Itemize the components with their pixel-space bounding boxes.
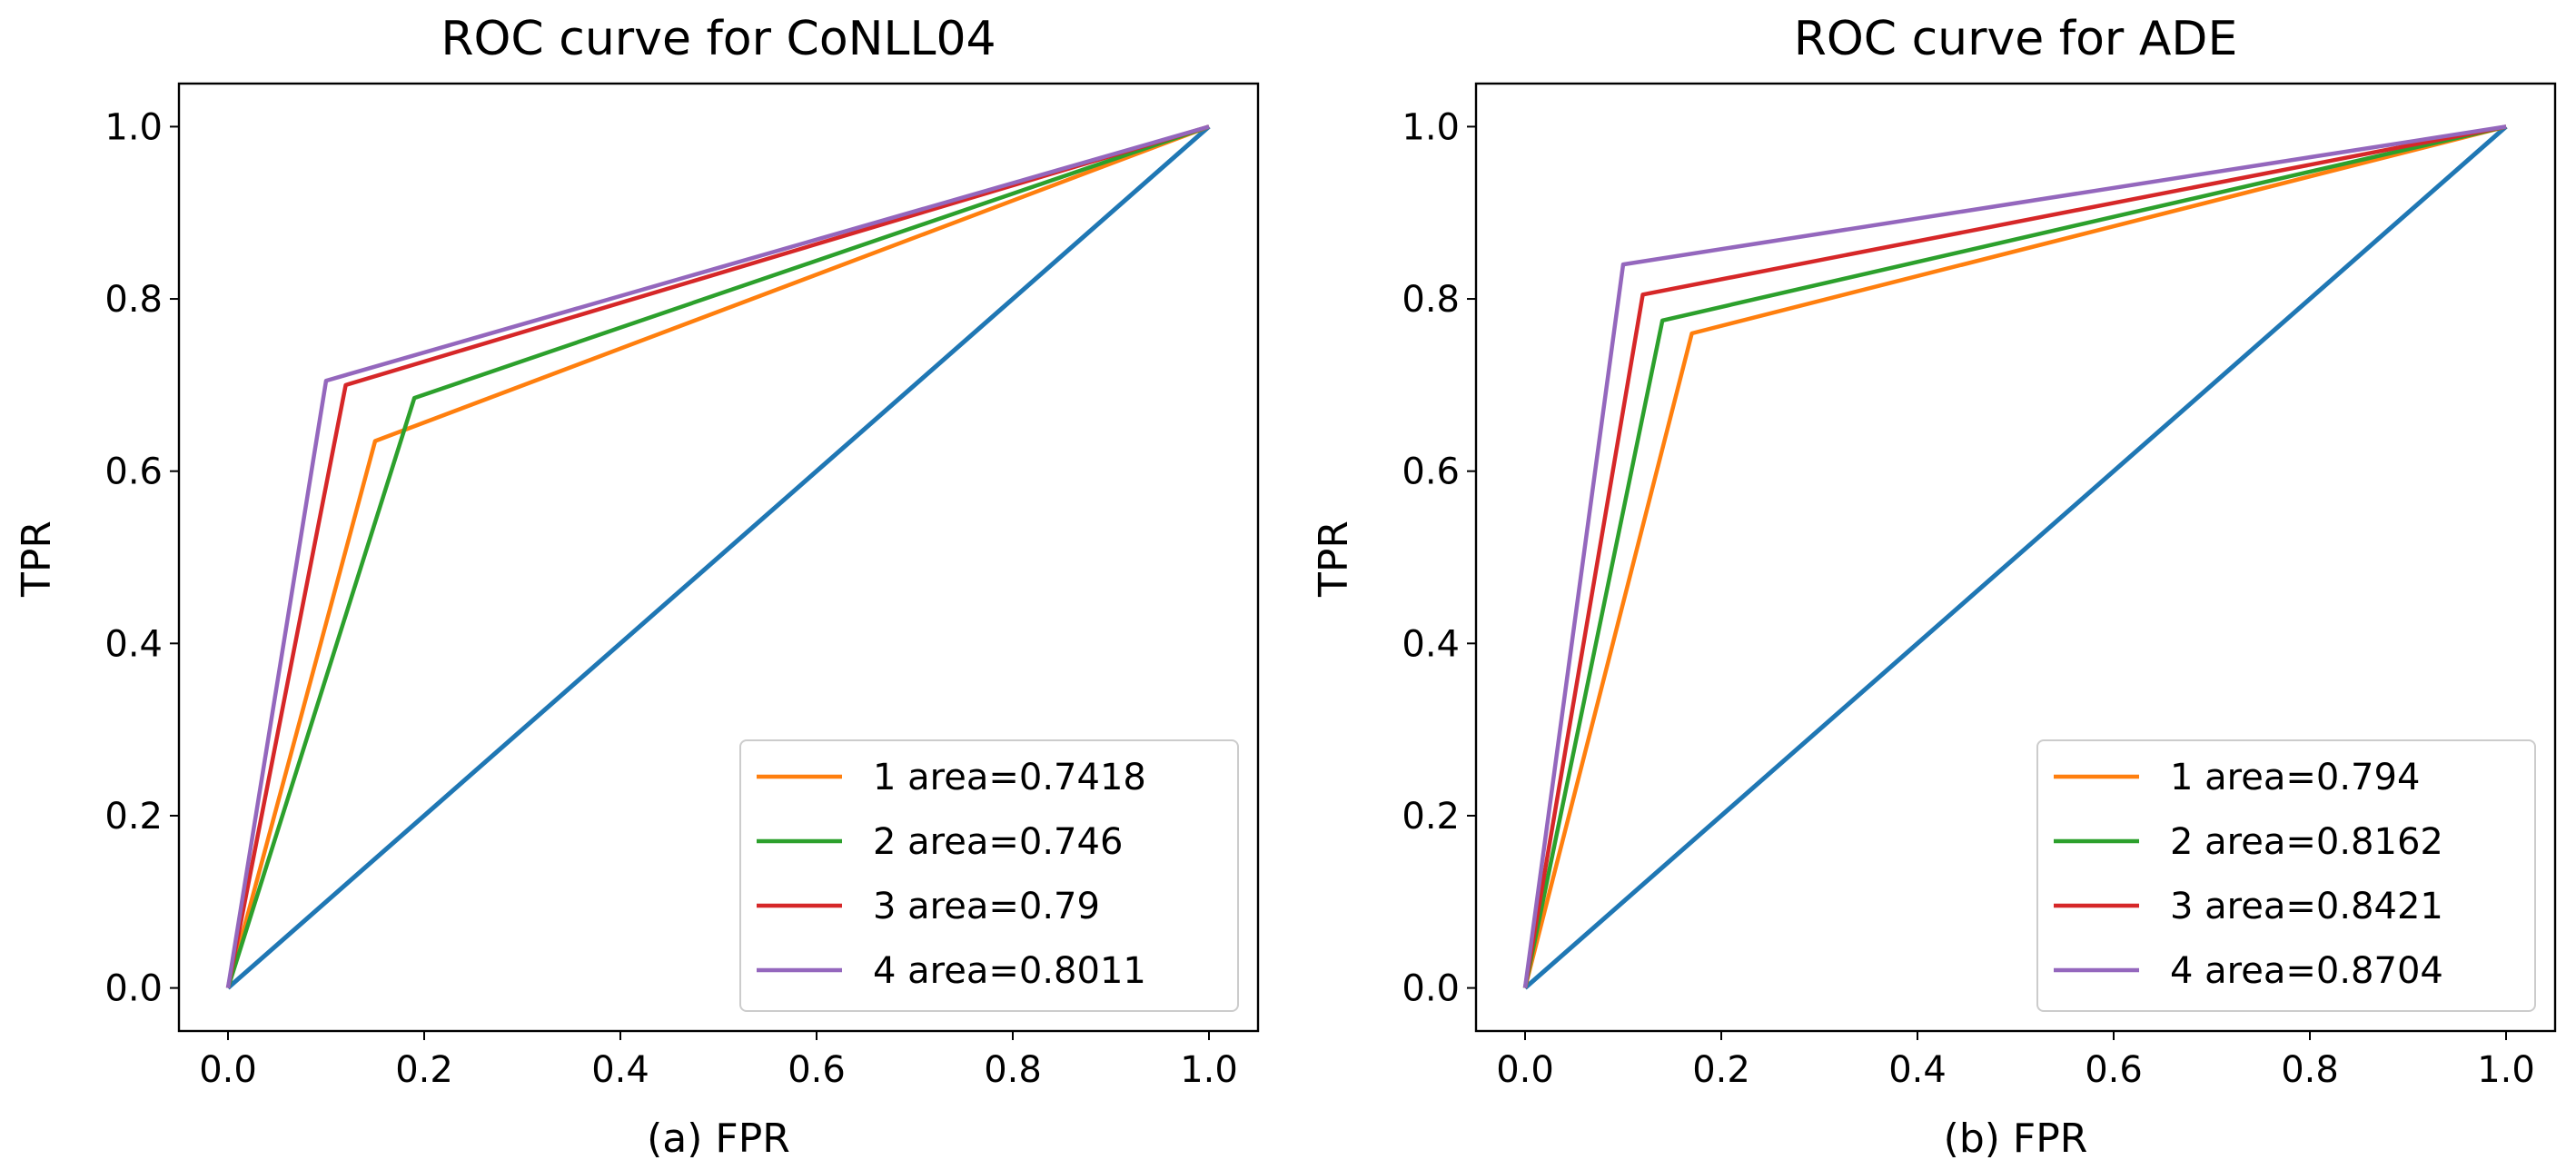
y-tick-label: 1.0 [104,106,163,148]
x-tick-label: 1.0 [1180,1049,1238,1091]
x-tick-label: 1.0 [2477,1049,2535,1091]
x-axis-label: (a) FPR [647,1115,790,1162]
x-tick-label: 0.0 [199,1049,257,1091]
y-tick-label: 1.0 [1402,106,1460,148]
y-tick-label: 0.6 [104,451,163,493]
y-tick-label: 0.8 [104,279,163,321]
series-line-1 [225,124,1210,989]
y-axis-label: TPR [14,521,60,598]
legend-label: 4 area=0.8011 [873,950,1146,992]
legend-label: 1 area=0.794 [2170,757,2420,798]
plot-frame [1474,82,2557,1033]
x-tick-label: 0.6 [2085,1049,2143,1091]
x-tick-label: 0.6 [788,1049,846,1091]
series-line-4 [225,124,1210,988]
y-tick-label: 0.4 [1402,623,1460,665]
legend-label: 4 area=0.8704 [2170,950,2443,992]
x-tick-label: 0.0 [1496,1049,1554,1091]
legend-box [2036,739,2536,1012]
chart-title: ROC curve for CoNLL04 [441,12,996,66]
series-line-0 [1523,124,2508,990]
legend-label: 2 area=0.8162 [2170,821,2443,863]
y-tick-label: 0.8 [1402,279,1460,321]
x-tick-label: 0.2 [1692,1049,1750,1091]
series-line-2 [1522,124,2507,989]
x-tick-label: 0.4 [591,1049,649,1091]
x-tick-label: 0.8 [2281,1049,2339,1091]
y-axis-label: TPR [1311,521,1357,598]
y-tick-label: 0.0 [104,968,163,1010]
chart-title: ROC curve for ADE [1794,12,2238,66]
series-lines [1522,124,2508,990]
x-tick-label: 0.2 [395,1049,453,1091]
series-line-3 [1522,124,2507,988]
axis-ticks: 0.0 0.2 0.4 0.6 0.8 1.0 0.0 0.2 0.4 0.6 0.8 1.0 [1402,106,2534,1091]
y-tick-label: 0.0 [1402,968,1460,1010]
axis-ticks: 0.0 0.2 0.4 0.6 0.8 1.0 0.0 0.2 0.4 0.6 0.8 1.0 [104,106,1237,1091]
series-line-2 [225,124,1210,989]
legend-label: 1 area=0.7418 [873,757,1146,798]
series-line-1 [1522,124,2507,989]
legend: 1 area=0.794 2 area=0.8162 3 area=0.8421 4 … [2036,739,2536,1012]
legend: 1 area=0.7418 2 area=0.746 3 area=0.79 4 ar… [739,739,1239,1012]
legend-label: 3 area=0.8421 [2170,886,2443,927]
y-tick-label: 0.4 [104,623,163,665]
plot-frame [177,82,1260,1033]
chart-conll04: ROC curve for CoNLL04 (a) FPR TPR 0.0 0.2… [14,12,1260,1162]
legend-label: 3 area=0.79 [873,886,1100,927]
series-line-3 [225,124,1210,989]
y-tick-label: 0.6 [1402,451,1460,493]
x-tick-label: 0.8 [984,1049,1042,1091]
series-line-0 [226,124,1211,990]
y-tick-label: 0.2 [1402,796,1460,838]
legend-box [739,739,1239,1012]
x-axis-label: (b) FPR [1944,1115,2088,1162]
series-lines [225,124,1211,990]
legend-label: 2 area=0.746 [873,821,1123,863]
y-tick-label: 0.2 [104,796,163,838]
x-tick-label: 0.4 [1888,1049,1947,1091]
chart-ade: ROC curve for ADE (b) FPR TPR 0.0 0.2 0.4 0… [1311,12,2557,1162]
series-line-4 [1522,124,2507,988]
